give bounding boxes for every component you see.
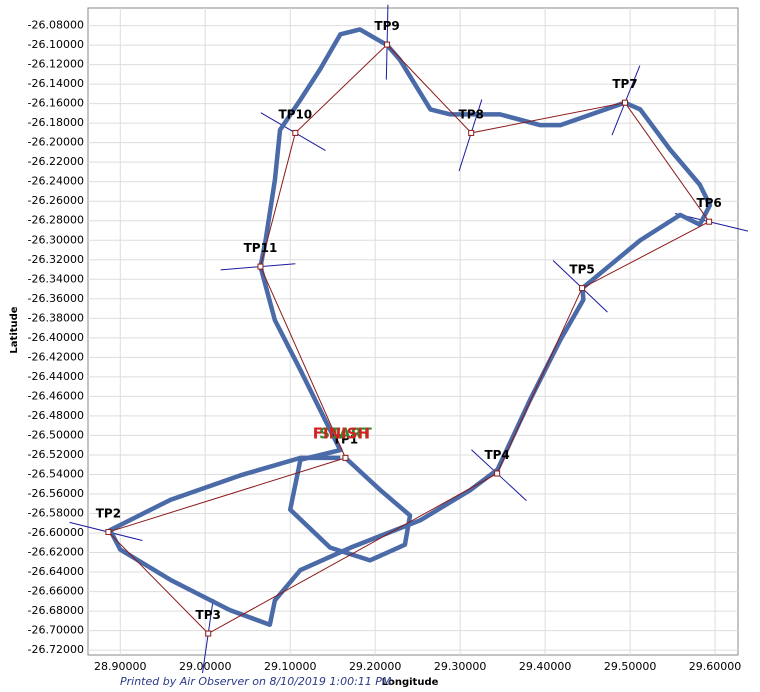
y-tick-label: -26.24000 xyxy=(28,175,84,188)
y-tick-label: -26.44000 xyxy=(28,370,84,383)
start-label: START xyxy=(319,424,372,442)
y-tick-label: -26.18000 xyxy=(28,116,84,129)
y-tick-label: -26.10000 xyxy=(28,38,84,51)
y-tick-label: -26.58000 xyxy=(28,506,84,519)
x-tick-label: 29.30000 xyxy=(434,660,487,673)
turnpoint-label: TP3 xyxy=(196,608,221,622)
y-tick-label: -26.48000 xyxy=(28,409,84,422)
y-tick-label: -26.28000 xyxy=(28,214,84,227)
y-tick-label: -26.70000 xyxy=(28,624,84,637)
turnpoint-label: TP5 xyxy=(569,263,594,277)
y-tick-label: -26.38000 xyxy=(28,311,84,324)
turnpoint-label: TP2 xyxy=(96,507,121,521)
y-tick-label: -26.62000 xyxy=(28,546,84,559)
y-tick-label: -26.20000 xyxy=(28,136,84,149)
turnpoint-label: TP7 xyxy=(612,77,637,91)
turnpoint xyxy=(706,218,713,225)
y-tick-label: -26.42000 xyxy=(28,350,84,363)
y-tick-label: -26.46000 xyxy=(28,389,84,402)
footer: Printed by Air Observer on 8/10/2019 1:0… xyxy=(120,675,392,688)
y-tick-label: -26.72000 xyxy=(28,643,84,656)
turnpoint xyxy=(621,99,628,106)
turnpoint xyxy=(342,454,349,461)
y-tick-label: -26.52000 xyxy=(28,448,84,461)
y-tick-label: -26.16000 xyxy=(28,97,84,110)
y-tick-label: -26.54000 xyxy=(28,467,84,480)
turnpoint-label: TP6 xyxy=(696,196,721,210)
x-tick-label: 29.20000 xyxy=(349,660,402,673)
y-tick-label: -26.08000 xyxy=(28,19,84,32)
x-tick-label: 29.50000 xyxy=(604,660,657,673)
y-tick-label: -26.12000 xyxy=(28,58,84,71)
x-tick-label: 29.40000 xyxy=(519,660,572,673)
turnpoint xyxy=(579,285,586,292)
turnpoint-label: TP1 xyxy=(333,432,358,446)
turnpoint xyxy=(257,263,264,270)
task-line xyxy=(107,43,710,635)
y-tick-label: -26.34000 xyxy=(28,272,84,285)
turnpoint xyxy=(494,470,501,477)
y-tick-label: -26.56000 xyxy=(28,487,84,500)
turnpoint xyxy=(468,129,475,136)
flight-track xyxy=(107,27,713,627)
y-tick-label: -26.30000 xyxy=(28,233,84,246)
turnpoint xyxy=(105,529,112,536)
turnpoint-label: TP8 xyxy=(459,107,484,121)
y-tick-label: -26.68000 xyxy=(28,604,84,617)
y-tick-label: -26.26000 xyxy=(28,194,84,207)
x-tick-label: 29.10000 xyxy=(264,660,317,673)
x-tick-label: 29.60000 xyxy=(689,660,742,673)
x-tick-label: 29.00000 xyxy=(179,660,232,673)
y-tick-label: -26.60000 xyxy=(28,526,84,539)
x-axis-label: Longitude xyxy=(382,677,439,688)
y-tick-label: -26.40000 xyxy=(28,331,84,344)
y-tick-label: -26.36000 xyxy=(28,292,84,305)
turnpoint-label: TP9 xyxy=(374,19,399,33)
turnpoint xyxy=(384,41,391,48)
x-tick-label: 28.90000 xyxy=(94,660,147,673)
y-tick-label: -26.32000 xyxy=(28,253,84,266)
finish-label: FINISH xyxy=(313,424,370,442)
turnpoint-label: TP11 xyxy=(244,241,278,255)
y-tick-label: -26.50000 xyxy=(28,428,84,441)
y-tick-label: -26.14000 xyxy=(28,77,84,90)
turnpoint xyxy=(292,129,299,136)
y-tick-label: -26.66000 xyxy=(28,585,84,598)
turnpoint xyxy=(205,630,212,637)
y-axis-label: Latitude xyxy=(9,306,20,353)
turnpoint-label: TP4 xyxy=(484,448,509,462)
y-tick-label: -26.22000 xyxy=(28,155,84,168)
plot-area xyxy=(87,7,739,656)
y-tick-label: -26.64000 xyxy=(28,565,84,578)
turnpoint-label: TP10 xyxy=(278,107,312,121)
